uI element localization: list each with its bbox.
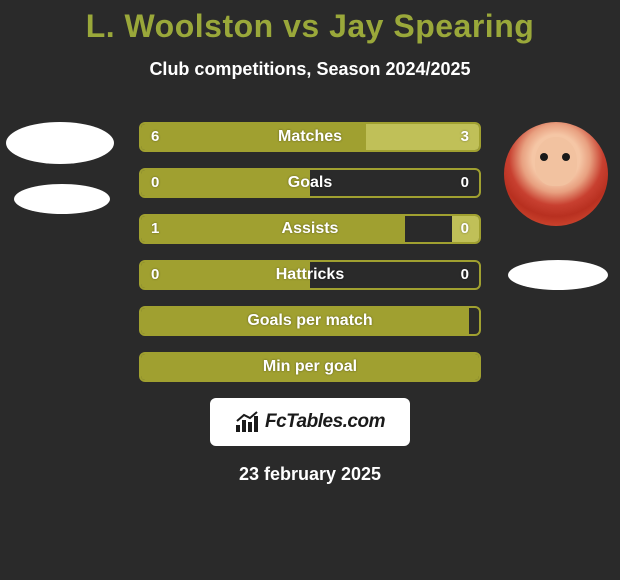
avatar-placeholder-icon bbox=[6, 122, 114, 164]
left-player-avatar bbox=[6, 122, 116, 214]
snapshot-date: 23 february 2025 bbox=[0, 464, 620, 485]
stat-label: Goals bbox=[141, 170, 479, 196]
stat-label: Goals per match bbox=[141, 308, 479, 334]
chart-area: 63Matches 00Goals 10Assists 00Hattricks Goal… bbox=[0, 122, 620, 485]
brand-text: FcTables.com bbox=[265, 411, 385, 433]
stat-row: 00Goals bbox=[139, 168, 481, 198]
player-photo-icon bbox=[504, 122, 608, 226]
brand-badge: FcTables.com bbox=[210, 398, 410, 446]
stat-rows: 63Matches 00Goals 10Assists 00Hattricks Goal… bbox=[139, 122, 481, 382]
fctables-logo-icon bbox=[235, 411, 261, 433]
stat-row: 00Hattricks bbox=[139, 260, 481, 290]
stat-row: 63Matches bbox=[139, 122, 481, 152]
comparison-subtitle: Club competitions, Season 2024/2025 bbox=[0, 59, 620, 80]
stat-label: Hattricks bbox=[141, 262, 479, 288]
stat-row: Goals per match bbox=[139, 306, 481, 336]
avatar-placeholder-icon bbox=[14, 184, 110, 214]
stat-row: Min per goal bbox=[139, 352, 481, 382]
right-player-avatar bbox=[504, 122, 614, 290]
stat-label: Matches bbox=[141, 124, 479, 150]
avatar-placeholder-icon bbox=[508, 260, 608, 290]
stat-row: 10Assists bbox=[139, 214, 481, 244]
stat-label: Assists bbox=[141, 216, 479, 242]
stat-label: Min per goal bbox=[141, 354, 479, 380]
comparison-title: L. Woolston vs Jay Spearing bbox=[0, 0, 620, 45]
